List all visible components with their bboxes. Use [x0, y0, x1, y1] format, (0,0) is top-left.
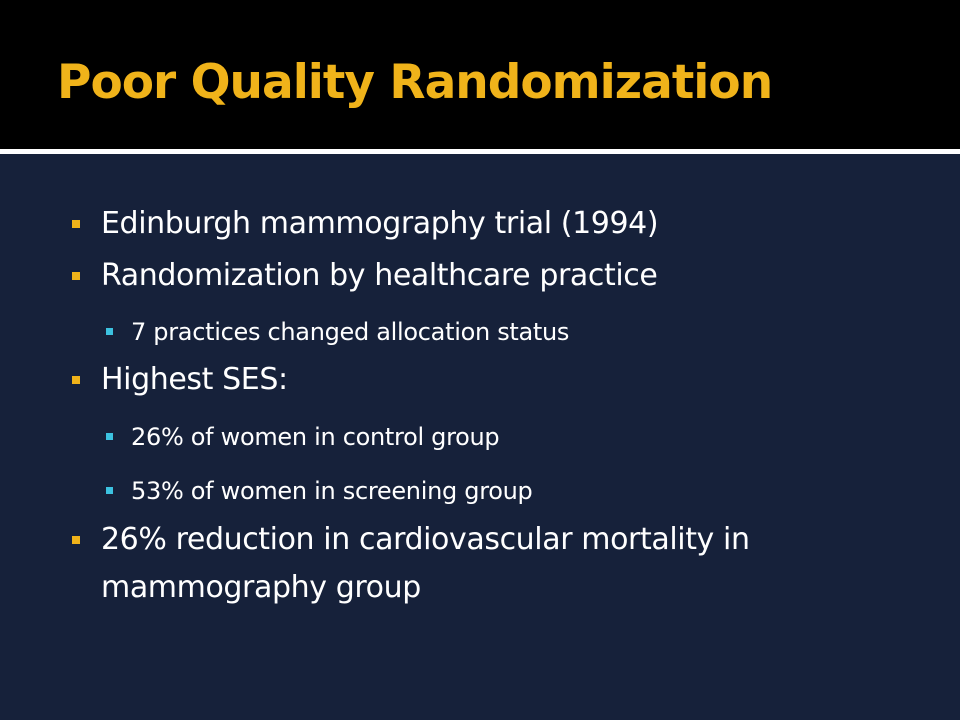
bullet-text: Randomization by healthcare practice: [101, 258, 658, 293]
bullet-marker-icon: [72, 376, 80, 384]
bullet-text: Edinburgh mammography trial (1994): [101, 206, 659, 241]
sub-bullet-marker-icon: [106, 328, 113, 335]
sub-bullet-text: 7 practices changed allocation status: [131, 318, 570, 346]
sub-bullet-marker-icon: [106, 433, 113, 440]
bullet-marker-icon: [72, 536, 80, 544]
bullet-text: mammography group: [101, 570, 421, 605]
sub-bullet-marker-icon: [106, 487, 113, 494]
bullet-text: 26% reduction in cardiovascular mortalit…: [101, 522, 750, 557]
slide-title: Poor Quality Randomization: [57, 55, 773, 110]
bullet-text: Highest SES:: [101, 362, 288, 397]
bullet-marker-icon: [72, 220, 80, 228]
sub-bullet-text: 26% of women in control group: [131, 423, 500, 451]
title-divider: [0, 149, 960, 154]
sub-bullet-text: 53% of women in screening group: [131, 477, 533, 505]
title-band: Poor Quality Randomization: [0, 0, 960, 149]
bullet-marker-icon: [72, 272, 80, 280]
